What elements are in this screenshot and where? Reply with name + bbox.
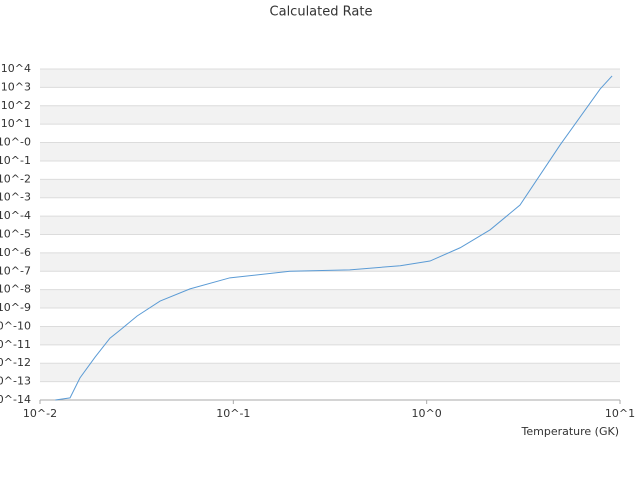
grid-band [40,216,620,235]
grid-band [40,142,620,161]
y-tick-label: 10^-6 [0,246,31,259]
y-tick-label: 10^-10 [0,319,31,332]
x-tick-label: 10^-2 [23,407,57,420]
y-tick-label: 10^-4 [0,209,31,222]
y-tick-label: 10^-11 [0,338,31,351]
grid-band [40,363,620,382]
data-line [55,75,613,401]
x-axis-label: Temperature (GK) [521,425,620,438]
y-tick-label: 10^-12 [0,356,31,369]
grid-band [40,326,620,345]
y-tick-label: 10^-1 [0,154,31,167]
y-tick-label: 10^-0 [0,136,31,149]
y-tick-label: 10^-13 [0,375,31,388]
y-tick-label: 10^4 [1,62,31,75]
grid-band [40,69,620,88]
y-tick-label: 10^-7 [0,264,31,277]
y-tick-label: 10^-5 [0,228,31,241]
y-tick-label: 10^-8 [0,283,31,296]
y-tick-label: 10^-2 [0,172,31,185]
y-tick-label: 10^-9 [0,301,31,314]
y-tick-label: 10^-3 [0,191,31,204]
grid-band [40,252,620,272]
x-tick-label: 10^-1 [216,407,250,420]
y-tick-label: 10^3 [1,80,31,93]
y-tick-label: 10^2 [1,99,31,112]
grid-band [40,179,620,198]
grid-band [40,289,620,309]
grid-band [40,105,620,125]
x-tick-label: 10^0 [412,407,442,420]
y-tick-label: 10^-14 [0,393,31,406]
x-tick-label: 10^1 [605,407,635,420]
chart-title: Calculated Rate [270,5,373,20]
y-tick-label: 10^1 [1,117,31,130]
